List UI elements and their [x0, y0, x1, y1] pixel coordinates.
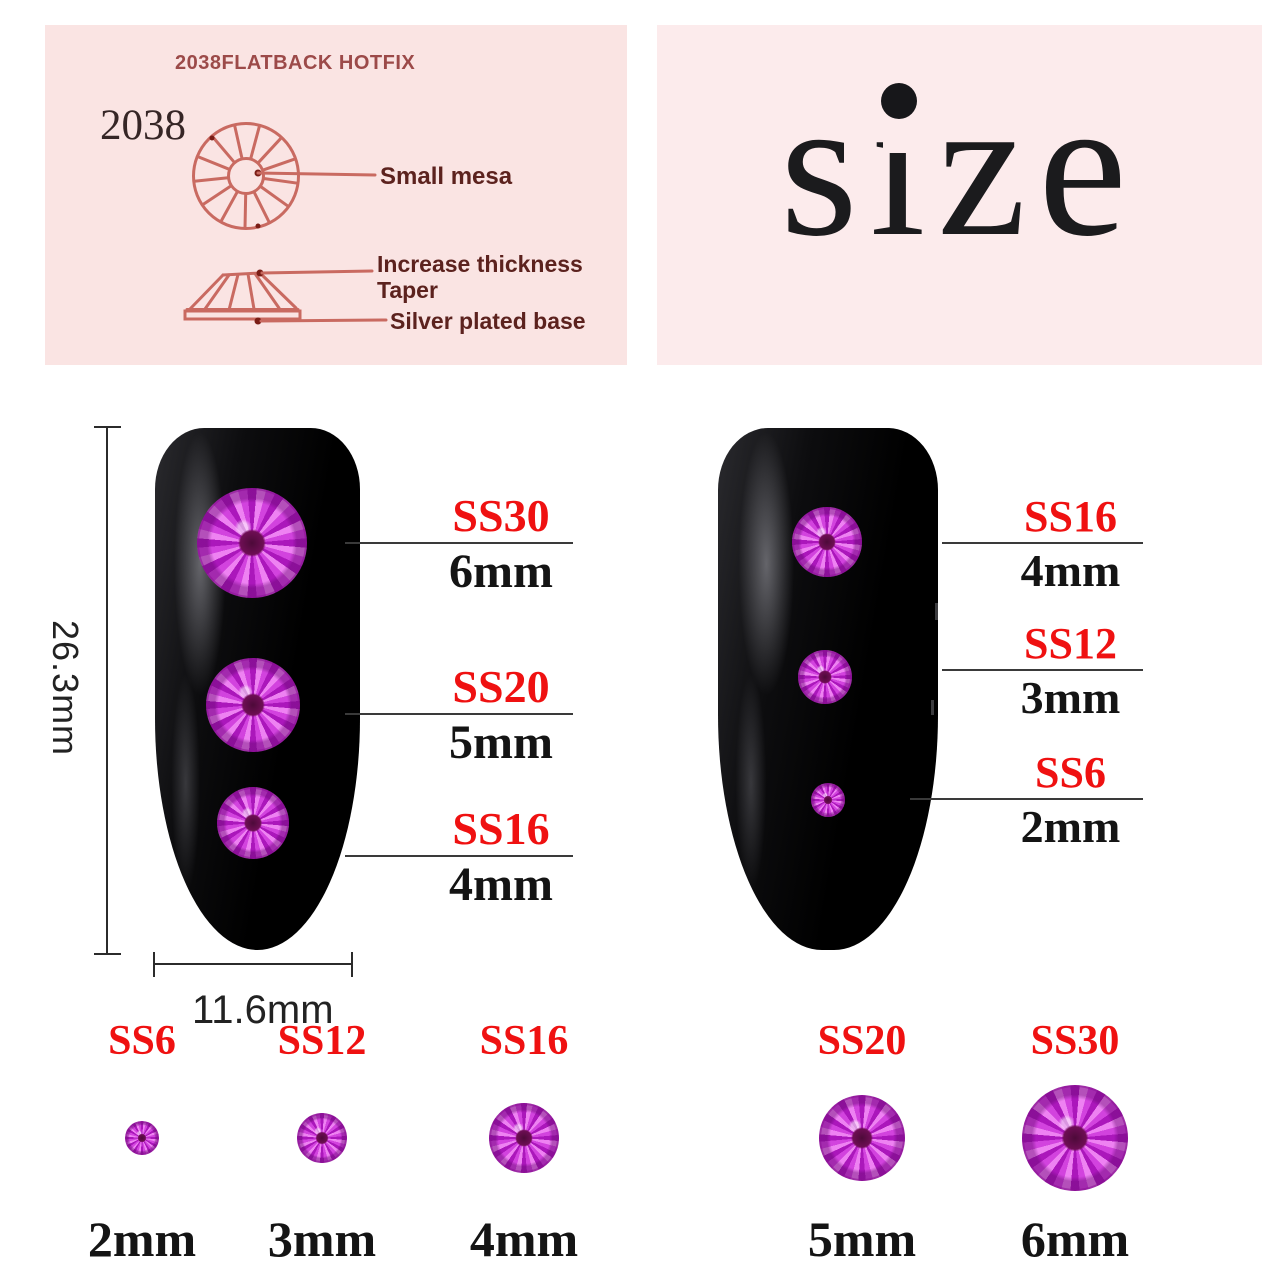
- rhinestone-ss20: [206, 658, 300, 752]
- width-measure-line: [154, 963, 353, 965]
- width-measure-tick-left: [153, 952, 155, 977]
- rhinestone-sample-ss20: [819, 1095, 905, 1181]
- rhinestone-sample-ss12: [297, 1113, 347, 1163]
- mm-size: 3mm: [1020, 672, 1121, 723]
- leader-nub-bottom: [931, 700, 934, 715]
- size-title-dot-icon: [881, 83, 917, 119]
- crystal-side-view-diagram: [183, 269, 388, 325]
- nail-left: [155, 428, 360, 950]
- ss-code: SS20: [452, 661, 550, 712]
- callout-ss20: SS20 5mm: [345, 664, 573, 767]
- crystal-diagram: [183, 122, 388, 325]
- rhinestone-ss12: [798, 650, 852, 704]
- mm-size: 5mm: [807, 1211, 917, 1267]
- stone-box: [444, 1062, 604, 1214]
- width-measure-tick-right: [351, 952, 353, 977]
- ss-code: SS12: [277, 1018, 367, 1064]
- leader-line: [345, 855, 573, 857]
- length-measure-tick-top: [94, 426, 121, 428]
- spec-panel-title: 2038FLATBACK HOTFIX: [175, 52, 416, 74]
- mm-size: 4mm: [1020, 545, 1121, 596]
- mm-size: 6mm: [1020, 1211, 1130, 1267]
- stone-box: [242, 1062, 402, 1214]
- ss-code: SS12: [1024, 619, 1117, 668]
- rhinestone-ss16-small: [792, 507, 862, 577]
- size-chart-item-ss30: SS30 6mm: [995, 1020, 1155, 1264]
- nail-width-label: 11.6mm: [192, 988, 334, 1032]
- callout-ss16: SS16 4mm: [345, 806, 573, 909]
- rhinestone-sample-ss30: [1022, 1085, 1128, 1191]
- callout-ss6: SS6 2mm: [910, 751, 1143, 850]
- label-silver-plated-base: Silver plated base: [390, 308, 586, 334]
- mm-size: 4mm: [449, 858, 553, 911]
- label-taper: Taper: [377, 277, 438, 303]
- leader-line: [345, 713, 573, 715]
- size-chart-item-ss20: SS20 5mm: [782, 1020, 942, 1264]
- mm-size: 2mm: [1020, 801, 1121, 852]
- leader-line: [910, 798, 1143, 800]
- model-number: 2038: [100, 102, 186, 149]
- rhinestone-sample-ss6: [125, 1121, 159, 1155]
- leader-nub-top: [935, 603, 938, 620]
- mm-size: 5mm: [449, 716, 553, 769]
- label-increase-thickness: Increase thickness: [377, 251, 583, 277]
- length-measure-tick-bottom: [94, 953, 121, 955]
- size-chart-item-ss12: SS12 3mm: [242, 1020, 402, 1264]
- leader-increase-thickness: [260, 269, 374, 275]
- callout-ss16-right: SS16 4mm: [942, 495, 1143, 594]
- callout-ss30: SS30 6mm: [345, 493, 573, 596]
- mm-size: 3mm: [267, 1211, 377, 1267]
- leader-small-mesa: [256, 171, 377, 177]
- label-small-mesa: Small mesa: [380, 163, 513, 190]
- stone-box: [62, 1062, 222, 1214]
- rhinestone-ss30: [197, 488, 307, 598]
- size-title: size: [780, 57, 1139, 278]
- ss-code: SS16: [479, 1018, 569, 1064]
- leader-line: [942, 542, 1143, 544]
- leader-line: [942, 669, 1143, 671]
- nail-length-label: 26.3mm: [45, 620, 86, 757]
- ss-code: SS30: [452, 490, 550, 541]
- size-chart-item-ss6: SS6 2mm: [62, 1020, 222, 1264]
- size-panel: size: [657, 25, 1262, 365]
- leader-line: [345, 542, 573, 544]
- stone-box: [995, 1062, 1155, 1214]
- ss-code: SS30: [1030, 1018, 1120, 1064]
- nail-right: [718, 428, 938, 950]
- rhinestone-ss16: [217, 787, 289, 859]
- mm-size: 4mm: [469, 1211, 579, 1267]
- length-measure-line: [106, 427, 108, 955]
- callout-ss12: SS12 3mm: [942, 622, 1143, 721]
- ss-code: SS20: [817, 1018, 907, 1064]
- leader-silver-base: [259, 318, 388, 323]
- ss-code: SS16: [452, 803, 550, 854]
- ss-code: SS6: [1035, 748, 1106, 797]
- rhinestone-ss6: [811, 783, 845, 817]
- rhinestone-sample-ss16: [489, 1103, 559, 1173]
- ss-code: SS6: [108, 1018, 176, 1064]
- ss-code: SS16: [1024, 492, 1117, 541]
- crystal-top-view-diagram: [192, 122, 377, 230]
- mm-size: 6mm: [449, 545, 553, 598]
- stone-box: [782, 1062, 942, 1214]
- spec-panel: 2038FLATBACK HOTFIX 2038: [45, 25, 627, 365]
- mm-size: 2mm: [87, 1211, 197, 1267]
- size-chart-item-ss16: SS16 4mm: [444, 1020, 604, 1264]
